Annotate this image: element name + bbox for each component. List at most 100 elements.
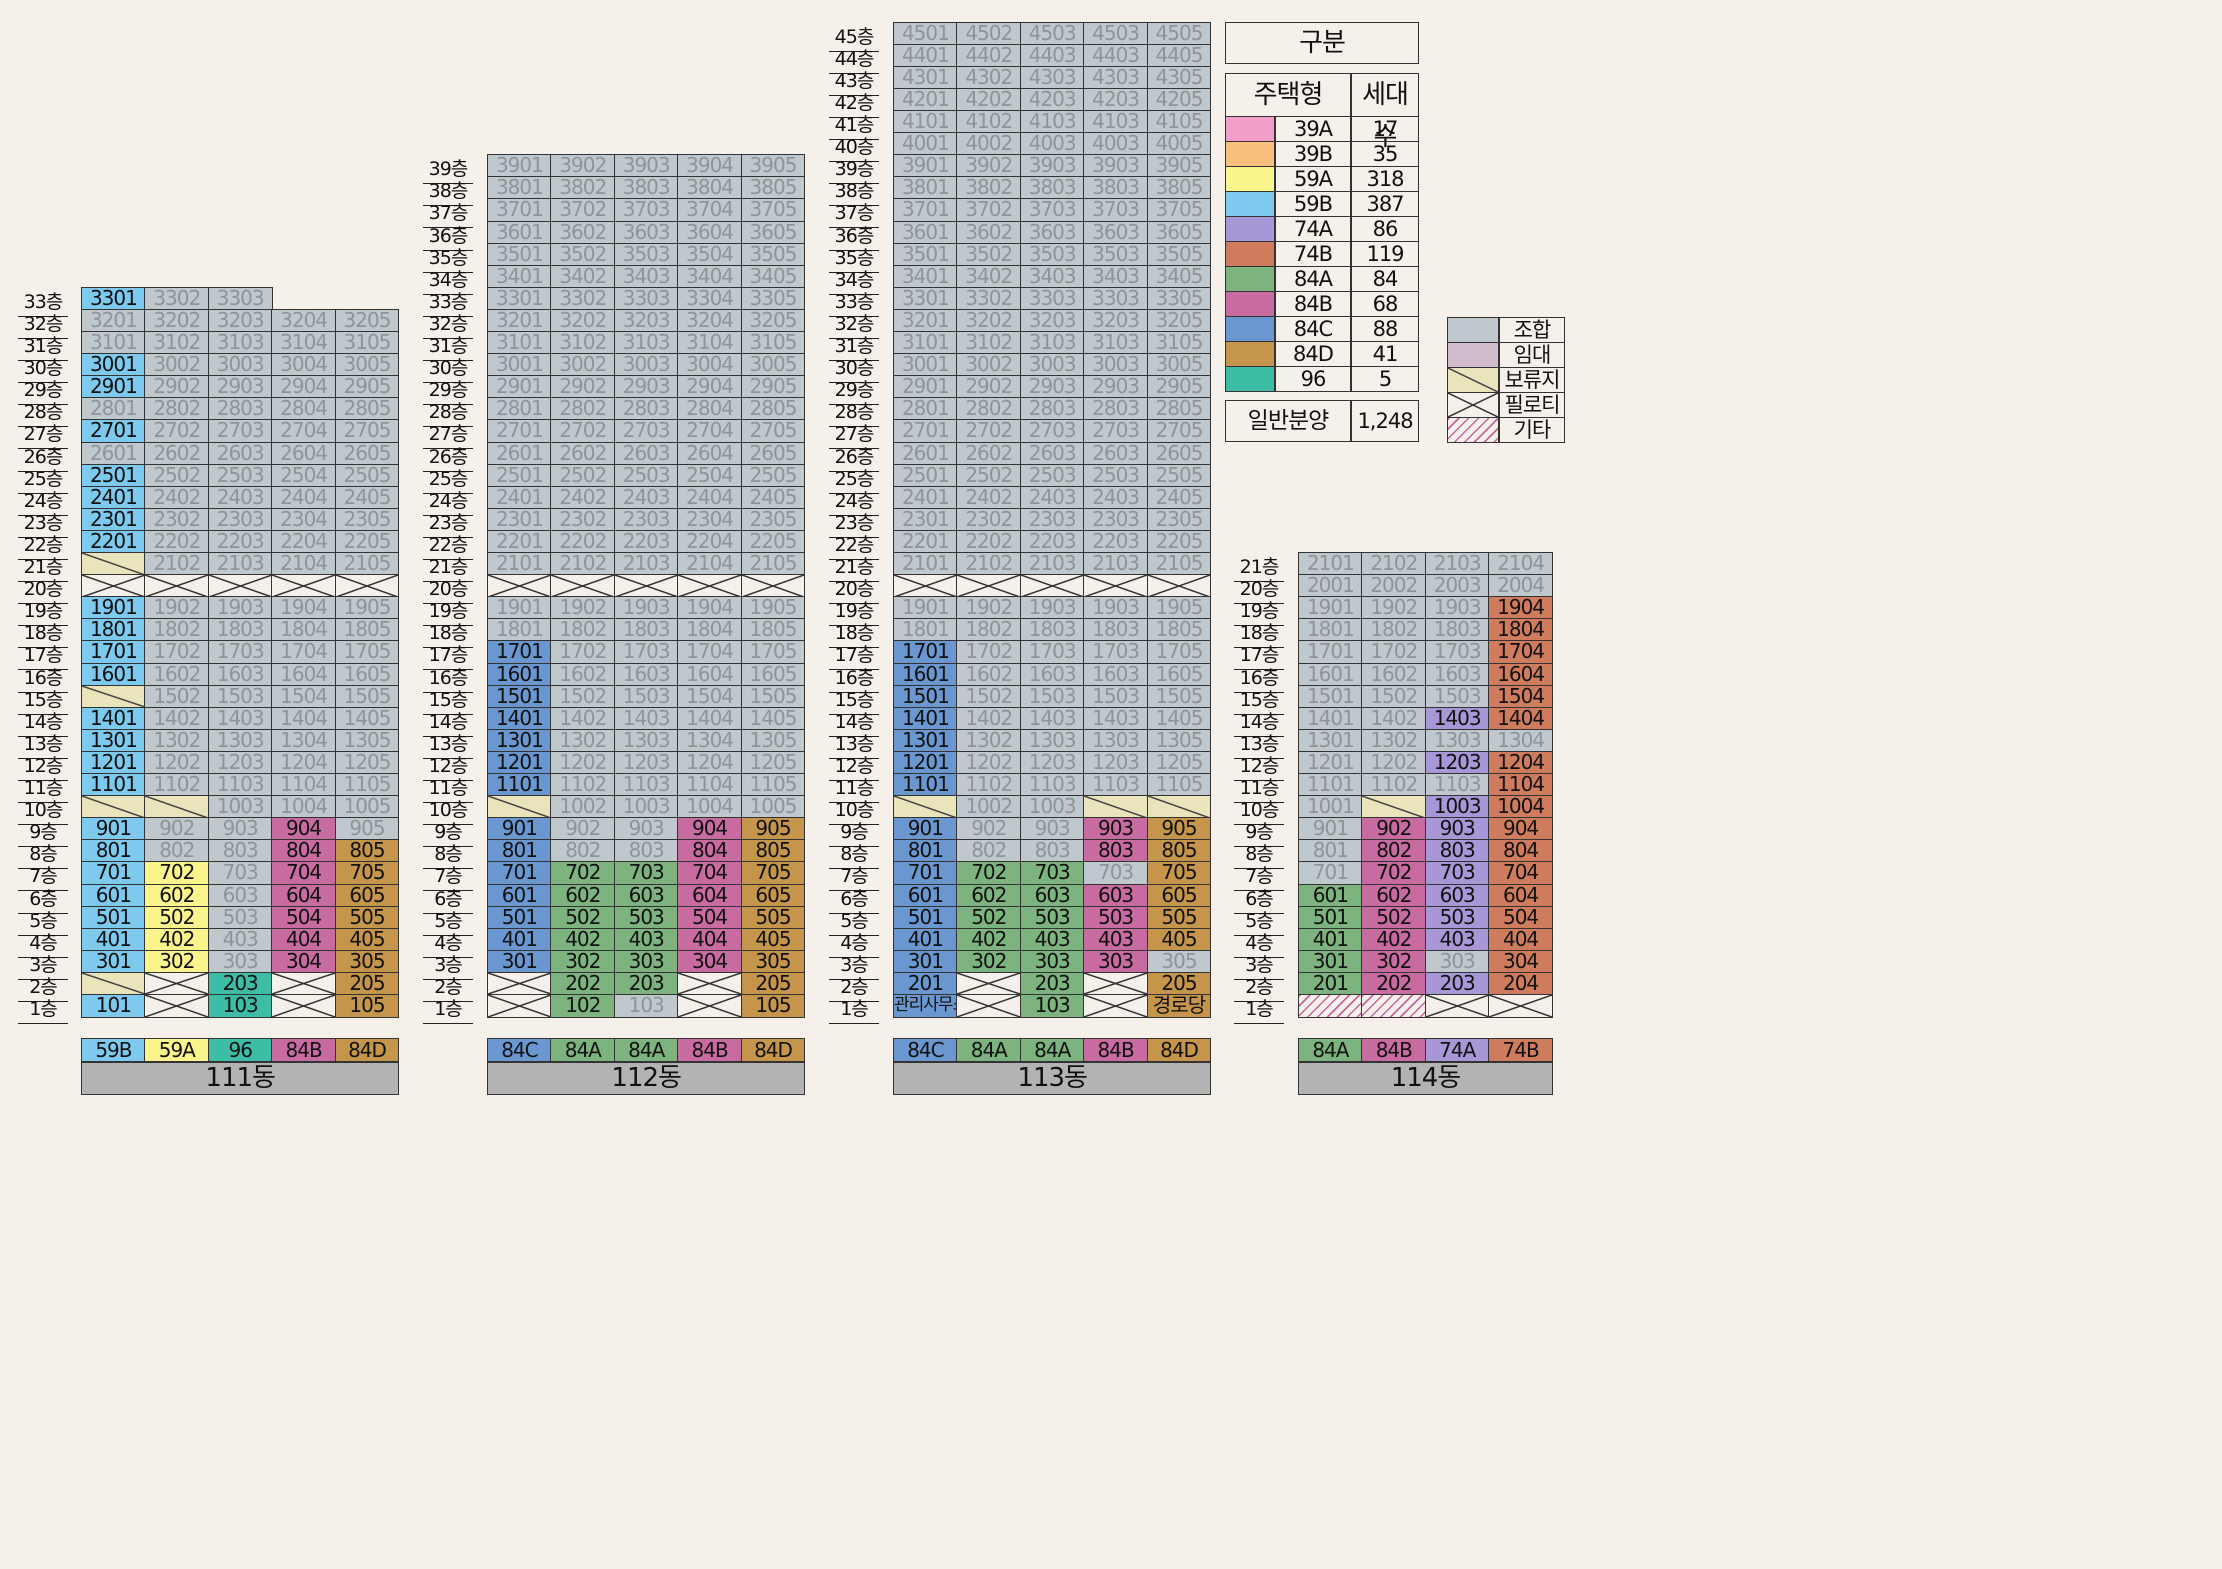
unit-cell: 2102: [550, 552, 616, 576]
unit-cell: 2802: [144, 397, 210, 421]
unit-cell: 1401: [81, 706, 146, 731]
unit-cell: 2901: [81, 375, 146, 399]
piloti-cell: [740, 574, 806, 598]
unit-cell: 1504: [271, 684, 336, 709]
unit-cell: 3805: [1146, 176, 1212, 200]
unit-cell: 302: [1361, 949, 1427, 974]
unit-cell: 2001: [1298, 574, 1363, 598]
unit-cell: 1602: [956, 662, 1022, 686]
unit-cell: 3501: [487, 242, 552, 267]
unit-cell: 1302: [1361, 728, 1427, 753]
unit-cell: 803: [613, 839, 679, 863]
floor-label: 15층: [423, 685, 473, 715]
unit-cell: 902: [144, 817, 210, 841]
unit-cell: 2501: [81, 463, 146, 488]
unit-cell: 604: [1488, 883, 1553, 907]
unit-cell: 203: [613, 971, 679, 996]
unit-cell: 3702: [956, 198, 1022, 222]
unit-cell: 1402: [144, 706, 210, 731]
floor-label: 45층: [829, 22, 879, 52]
unit-cell: 502: [956, 905, 1022, 930]
unit-cell: 1804: [271, 618, 336, 642]
unit-cell: 3801: [893, 176, 958, 200]
unit-cell: 3403: [1083, 264, 1148, 289]
floor-label: 6층: [18, 884, 68, 914]
unit-cell: 1901: [1298, 596, 1363, 620]
piloti-cell: [144, 971, 210, 996]
unit-cell: 2805: [334, 397, 400, 421]
unit-cell: 3205: [334, 308, 400, 333]
unit-cell: 304: [271, 949, 336, 974]
category-swatch: [1447, 367, 1499, 393]
category-label: 조합: [1499, 317, 1565, 343]
unit-cell: 3705: [740, 198, 806, 222]
unit-cell: 2903: [1083, 375, 1148, 399]
unit-cell: 2905: [740, 375, 806, 399]
floor-label: 14층: [423, 707, 473, 737]
unit-cell: 903: [1424, 817, 1490, 841]
floor-label: 14층: [18, 707, 68, 737]
unit-cell: 1801: [893, 618, 958, 642]
piloti-cell: [487, 971, 552, 996]
unit-cell: 2105: [1146, 552, 1212, 576]
floor-label: 1층: [1234, 994, 1284, 1024]
unit-cell: 1404: [677, 706, 742, 731]
floor-label: 13층: [423, 729, 473, 759]
unit-cell: 2502: [144, 463, 210, 488]
unit-cell: 3503: [613, 242, 679, 267]
unit-cell: 1105: [334, 773, 400, 797]
unit-cell: 1203: [613, 750, 679, 775]
unit-cell: 1201: [893, 750, 958, 775]
unit-cell: 501: [487, 905, 552, 930]
unit-cell: 1805: [1146, 618, 1212, 642]
floor-label: 29층: [423, 375, 473, 406]
type-label: 84B: [1083, 1038, 1148, 1062]
floor-label: 2층: [423, 972, 473, 1002]
unit-cell: 4502: [956, 21, 1022, 46]
unit-cell: 2303: [613, 507, 679, 532]
unit-cell: 303: [1019, 949, 1085, 974]
legend-swatch: [1225, 366, 1275, 392]
floor-label: 19층: [423, 596, 473, 627]
unit-cell: 2603: [1019, 441, 1085, 465]
type-label: 74A: [1424, 1038, 1490, 1062]
unit-cell: 1904: [1488, 596, 1553, 620]
piloti-cell: [956, 994, 1022, 1018]
unit-cell: 3204: [271, 308, 336, 333]
unit-cell: 403: [1083, 927, 1148, 952]
unit-cell: 3102: [956, 331, 1022, 355]
piloti-cell: [677, 971, 742, 996]
legend-count: 119: [1351, 241, 1419, 267]
unit-cell: 1905: [334, 596, 400, 620]
unit-cell: 2702: [550, 419, 616, 443]
floor-label: 11층: [18, 773, 68, 803]
floor-label: 24층: [829, 486, 879, 516]
floor-label: 5층: [423, 906, 473, 936]
unit-cell: 2305: [334, 507, 400, 532]
unit-cell: 1901: [893, 596, 958, 620]
unit-cell: 702: [144, 861, 210, 885]
unit-cell: 1705: [1146, 640, 1212, 664]
unit-cell: 4501: [893, 21, 958, 46]
unit-cell: 904: [1488, 817, 1553, 841]
unit-cell: 관리사무소: [893, 994, 958, 1018]
unit-cell: 1103: [1019, 773, 1085, 797]
unit-cell: 602: [956, 883, 1022, 907]
unit-cell: 2204: [271, 529, 336, 554]
unit-cell: 3604: [677, 220, 742, 244]
unit-cell: 2805: [1146, 397, 1212, 421]
floor-label: 37층: [423, 198, 473, 229]
floor-label: 21층: [1234, 552, 1284, 582]
unit-cell: 1205: [740, 750, 806, 775]
unit-cell: 1902: [1361, 596, 1427, 620]
unit-cell: 3904: [677, 154, 742, 178]
floor-label: 23층: [423, 508, 473, 538]
unit-cell: 4503: [1019, 21, 1085, 46]
category-swatch: [1447, 417, 1499, 443]
unit-cell: 2305: [1146, 507, 1212, 532]
floor-label: 20층: [423, 574, 473, 605]
unit-cell: 2404: [271, 485, 336, 510]
unit-cell: 1904: [677, 596, 742, 620]
unit-cell: 2004: [1488, 574, 1553, 598]
unit-cell: 3202: [550, 308, 616, 333]
